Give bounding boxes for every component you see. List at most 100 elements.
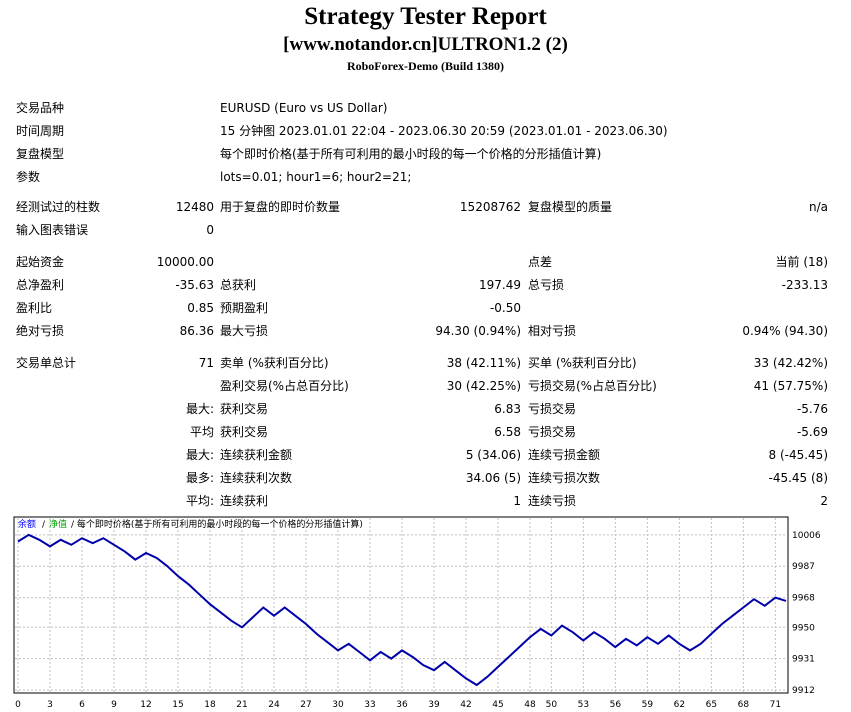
x-tick-label-22: 65 bbox=[706, 700, 717, 710]
cons-profit-label: 连续获利次数 bbox=[220, 471, 293, 485]
chart-grid bbox=[15, 518, 787, 692]
largest-profit-value: 6.83 bbox=[494, 402, 521, 416]
deposit-value: 10000.00 bbox=[156, 255, 214, 269]
profit-factor-label: 盈利比 bbox=[16, 301, 53, 315]
profit-factor-value: 0.85 bbox=[187, 301, 214, 315]
cons-losses-money-label: 连续亏损金额 bbox=[528, 448, 601, 462]
expected-payoff-label: 预期盈利 bbox=[220, 301, 269, 315]
x-tick-label-24: 71 bbox=[770, 700, 781, 710]
average-label: 平均 bbox=[189, 425, 214, 439]
x-tick-label-17: 50 bbox=[546, 700, 558, 710]
largest-loss-label: 亏损交易 bbox=[528, 402, 577, 416]
legend-equity: 净值 bbox=[49, 518, 67, 530]
cons-losses-money-value: 8 (-45.45) bbox=[768, 448, 829, 462]
params-label: 参数 bbox=[16, 170, 41, 184]
y-axis-ticks: 10006 9987 9968 9950 9931 9912 bbox=[792, 531, 821, 696]
quality-label: 复盘模型的质量 bbox=[528, 200, 613, 214]
period-label: 时间周期 bbox=[16, 124, 65, 138]
avg-cons-losses-value: 2 bbox=[820, 494, 828, 508]
average-loss-value: -5.69 bbox=[796, 425, 828, 439]
legend-separator: / bbox=[42, 520, 46, 530]
avg-cons-wins-value: 1 bbox=[513, 494, 521, 508]
maximal-label: 最多: bbox=[185, 471, 214, 485]
spread-label: 点差 bbox=[528, 255, 553, 269]
x-tick-label-11: 33 bbox=[364, 700, 375, 710]
y-tick-label-2: 9968 bbox=[792, 594, 815, 604]
profit-trades-value: 30 (42.25%) bbox=[446, 379, 521, 393]
profit-trades-label: 盈利交易(%占总百分比) bbox=[220, 379, 349, 393]
errors-value: 0 bbox=[206, 223, 214, 237]
bars-value: 12480 bbox=[175, 200, 214, 214]
deposit-label: 起始资金 bbox=[16, 255, 65, 269]
x-tick-label-3: 9 bbox=[111, 700, 117, 710]
long-positions-label: 买单 (%获利百分比) bbox=[528, 356, 637, 370]
x-tick-label-13: 39 bbox=[428, 700, 440, 710]
relative-drawdown-value: 0.94% (94.30) bbox=[742, 324, 828, 338]
loss-trades-value: 41 (57.75%) bbox=[753, 379, 828, 393]
maximal-drawdown-label: 最大亏损 bbox=[220, 324, 269, 338]
ticks-value: 15208762 bbox=[459, 200, 521, 214]
ticks-label: 用于复盘的即时价数量 bbox=[220, 200, 341, 214]
x-tick-label-10: 30 bbox=[332, 700, 344, 710]
gross-profit-value: 197.49 bbox=[479, 278, 521, 292]
x-tick-label-15: 45 bbox=[492, 700, 503, 710]
net-profit-label: 总净盈利 bbox=[16, 278, 65, 292]
maximal-drawdown-value: 94.30 (0.94%) bbox=[435, 324, 521, 338]
legend-balance: 余额 bbox=[18, 518, 36, 530]
cons-loss-value: -45.45 (8) bbox=[768, 471, 829, 485]
relative-drawdown-label: 相对亏损 bbox=[528, 324, 577, 338]
maximum-label: 最大: bbox=[185, 448, 214, 462]
symbol-value: EURUSD (Euro vs US Dollar) bbox=[220, 101, 388, 115]
y-tick-label-3: 9950 bbox=[792, 623, 815, 633]
spread-value: 当前 (18) bbox=[775, 255, 828, 269]
average-profit-value: 6.58 bbox=[494, 425, 521, 439]
chart-frame bbox=[13, 516, 789, 694]
x-tick-label-23: 68 bbox=[738, 700, 750, 710]
total-trades-value: 71 bbox=[198, 356, 214, 370]
x-axis-ticks: 0 3 6 9 12 15 18 21 24 27 30 33 36 39 42 45 48 50 53 56 59 62… bbox=[15, 700, 781, 710]
x-tick-label-12: 36 bbox=[396, 700, 408, 710]
x-tick-label-6: 18 bbox=[204, 700, 216, 710]
params-value: lots=0.01; hour1=6; hour2=21; bbox=[220, 170, 412, 184]
gross-loss-label: 总亏损 bbox=[528, 278, 565, 292]
avg-cons-wins-label: 连续获利 bbox=[220, 494, 269, 508]
average-cons-label: 平均: bbox=[185, 494, 214, 508]
x-tick-label-16: 48 bbox=[524, 700, 536, 710]
average-profit-label: 获利交易 bbox=[220, 425, 269, 439]
gross-profit-label: 总获利 bbox=[220, 278, 257, 292]
balance-line bbox=[17, 533, 787, 687]
errors-label: 输入图表错误 bbox=[16, 223, 89, 237]
report-title: Strategy Tester Report bbox=[304, 3, 547, 30]
y-tick-label-4: 9931 bbox=[792, 655, 815, 665]
short-positions-label: 卖单 (%获利百分比) bbox=[220, 356, 329, 370]
avg-cons-losses-label: 连续亏损 bbox=[528, 494, 577, 508]
legend-description: / 每个即时价格(基于所有可利用的最小时段的每一个价格的分形插值计算) bbox=[71, 518, 363, 530]
net-profit-value: -35.63 bbox=[175, 278, 214, 292]
x-tick-label-20: 59 bbox=[642, 700, 654, 710]
x-tick-label-5: 15 bbox=[172, 700, 183, 710]
loss-trades-label: 亏损交易(%占总百分比) bbox=[528, 379, 657, 393]
gross-loss-value: -233.13 bbox=[781, 278, 828, 292]
largest-loss-value: -5.76 bbox=[796, 402, 828, 416]
y-tick-label-0: 10006 bbox=[792, 531, 821, 541]
x-tick-label-4: 12 bbox=[140, 700, 151, 710]
symbol-label: 交易品种 bbox=[16, 101, 65, 115]
x-tick-label-0: 0 bbox=[15, 700, 21, 710]
y-tick-label-5: 9912 bbox=[792, 686, 815, 696]
expert-advisor-name: [www.notandor.cn]ULTRON1.2 (2) bbox=[283, 34, 568, 55]
model-value: 每个即时价格(基于所有可利用的最小时段的每一个价格的分形插值计算) bbox=[220, 147, 602, 161]
cons-wins-money-label: 连续获利金额 bbox=[220, 448, 293, 462]
total-trades-label: 交易单总计 bbox=[16, 356, 77, 370]
cons-profit-value: 34.06 (5) bbox=[465, 471, 521, 485]
x-tick-label-7: 21 bbox=[236, 700, 247, 710]
quality-value: n/a bbox=[808, 200, 828, 214]
bars-label: 经测试过的柱数 bbox=[16, 200, 101, 214]
largest-label: 最大: bbox=[185, 402, 214, 416]
largest-profit-label: 获利交易 bbox=[220, 402, 269, 416]
period-value: 15 分钟图 2023.01.01 22:04 - 2023.06.30 20:… bbox=[220, 124, 668, 138]
y-tick-label-1: 9987 bbox=[792, 562, 815, 572]
expected-payoff-value: -0.50 bbox=[489, 301, 521, 315]
absolute-drawdown-value: 86.36 bbox=[179, 324, 214, 338]
model-label: 复盘模型 bbox=[16, 147, 65, 161]
